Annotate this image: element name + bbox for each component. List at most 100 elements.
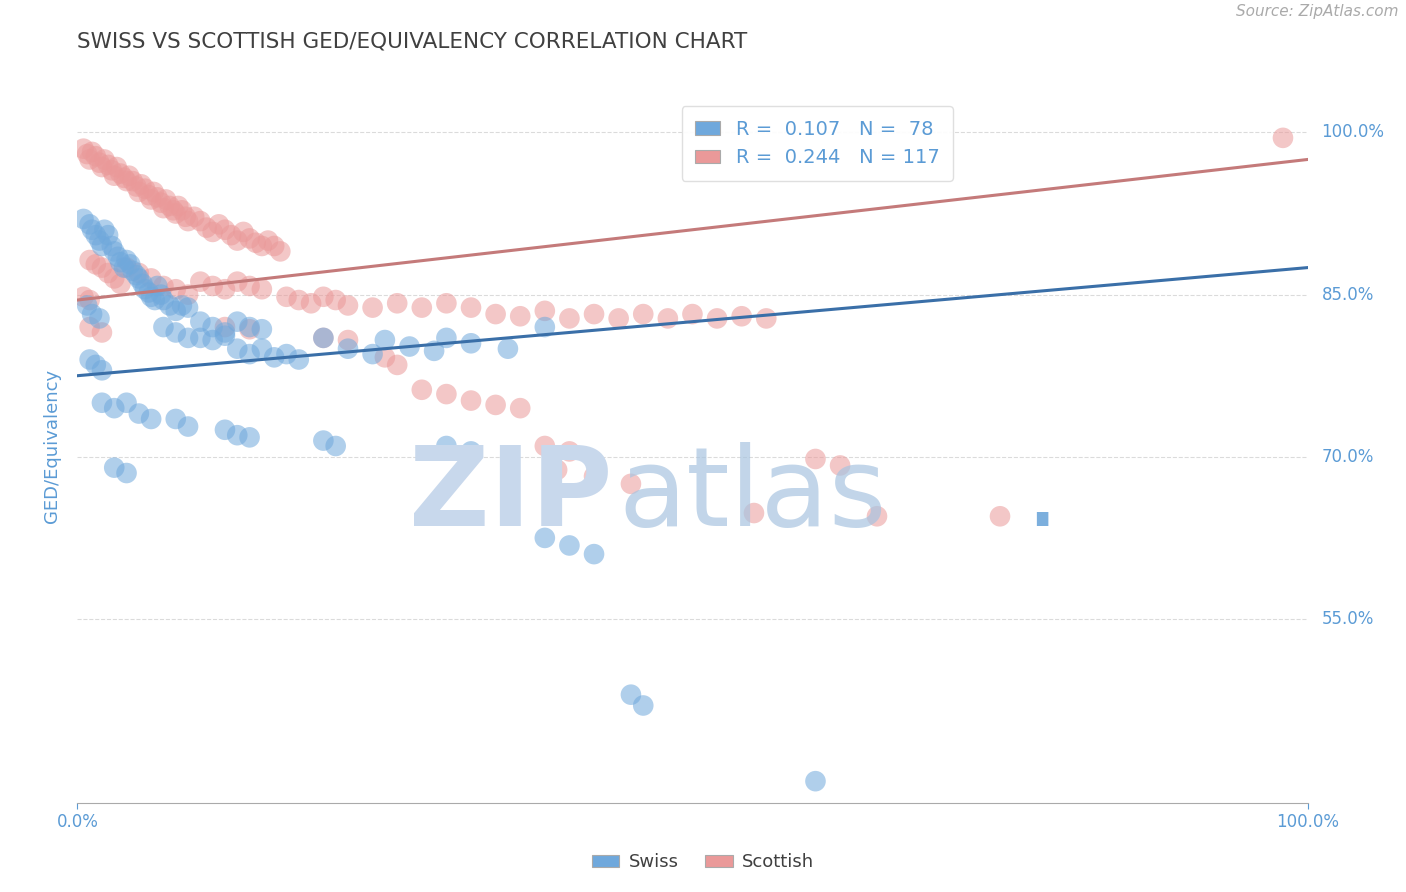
Legend: R =  0.107   N =  78, R =  0.244   N = 117: R = 0.107 N = 78, R = 0.244 N = 117 <box>682 106 953 181</box>
Point <box>226 234 249 248</box>
Point <box>90 239 114 253</box>
Point <box>657 311 679 326</box>
Point <box>79 352 101 367</box>
Point <box>177 331 200 345</box>
Point <box>90 260 114 275</box>
Point <box>150 195 173 210</box>
Point <box>988 509 1011 524</box>
Point <box>165 206 187 220</box>
Point <box>269 244 291 259</box>
Point <box>89 234 111 248</box>
Point <box>142 185 165 199</box>
Point <box>232 225 254 239</box>
Point <box>170 298 193 312</box>
Text: Source: ZipAtlas.com: Source: ZipAtlas.com <box>1236 4 1399 20</box>
Point <box>79 218 101 232</box>
Point <box>250 239 273 253</box>
Point <box>177 301 200 315</box>
Point <box>804 452 827 467</box>
Point <box>245 235 267 250</box>
Point <box>411 301 433 315</box>
Point <box>79 153 101 167</box>
Point <box>288 293 311 307</box>
Point <box>460 444 482 458</box>
Point <box>226 342 249 356</box>
Point <box>188 315 212 329</box>
Text: SWISS VS SCOTTISH GED/EQUIVALENCY CORRELATION CHART: SWISS VS SCOTTISH GED/EQUIVALENCY CORREL… <box>77 31 748 51</box>
Point <box>337 298 360 312</box>
Point <box>436 387 458 401</box>
Point <box>361 347 384 361</box>
Point <box>84 149 107 163</box>
Point <box>276 290 298 304</box>
Point <box>583 547 606 561</box>
Point <box>76 298 98 312</box>
Text: 70.0%: 70.0% <box>1322 448 1374 466</box>
Point <box>219 228 242 243</box>
Point <box>93 223 115 237</box>
Point <box>633 698 655 713</box>
Point <box>583 307 606 321</box>
Point <box>201 333 224 347</box>
Point <box>134 182 156 196</box>
Text: ZIP: ZIP <box>409 442 613 549</box>
Point <box>170 203 193 218</box>
Point <box>263 239 285 253</box>
Point <box>436 296 458 310</box>
Point <box>188 331 212 345</box>
Point <box>79 320 101 334</box>
Point <box>93 153 115 167</box>
Point <box>121 174 143 188</box>
Point <box>128 407 150 421</box>
Point <box>183 210 205 224</box>
Point <box>208 218 231 232</box>
Point <box>312 290 335 304</box>
Text: atlas: atlas <box>619 442 887 549</box>
Point <box>101 163 124 178</box>
Point <box>128 266 150 280</box>
Point <box>177 214 200 228</box>
Point <box>201 279 224 293</box>
Point <box>112 260 135 275</box>
Point <box>72 142 94 156</box>
Point <box>239 320 262 334</box>
Point <box>152 320 174 334</box>
Point <box>866 509 889 524</box>
Point <box>177 419 200 434</box>
Point <box>312 434 335 448</box>
Point <box>89 311 111 326</box>
Point <box>1272 131 1295 145</box>
Point <box>485 307 508 321</box>
Point <box>239 322 262 336</box>
Point <box>141 271 163 285</box>
Point <box>152 201 174 215</box>
Point <box>79 293 101 307</box>
Point <box>97 228 120 243</box>
Point <box>534 439 557 453</box>
Point <box>177 287 200 301</box>
Point <box>138 188 160 202</box>
Point <box>257 234 280 248</box>
Point <box>128 185 150 199</box>
Point <box>201 225 224 239</box>
Point <box>239 430 262 444</box>
Point <box>121 264 143 278</box>
Point <box>167 199 190 213</box>
Point <box>115 396 138 410</box>
Point <box>398 339 420 353</box>
Point <box>128 271 150 285</box>
Point <box>105 160 128 174</box>
Point <box>82 145 104 159</box>
Point <box>174 210 197 224</box>
Point <box>141 290 163 304</box>
Point <box>103 244 125 259</box>
Point <box>558 539 581 553</box>
Point <box>110 255 132 269</box>
Point <box>534 531 557 545</box>
Point <box>633 307 655 321</box>
Point <box>250 342 273 356</box>
Point <box>546 463 568 477</box>
Point <box>162 203 184 218</box>
Point <box>226 275 249 289</box>
Point <box>682 307 704 321</box>
